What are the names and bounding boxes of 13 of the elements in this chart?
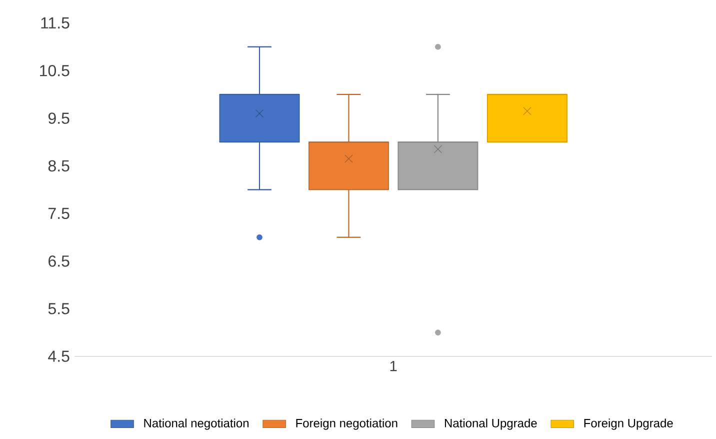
legend-label: National Upgrade xyxy=(444,418,537,430)
y-tick-label: 5.5 xyxy=(48,303,70,314)
legend-label: National negotiation xyxy=(144,418,249,430)
y-tick-label: 8.5 xyxy=(48,160,70,172)
legend-label: Foreign Upgrade xyxy=(584,418,673,430)
y-tick-label: 10.5 xyxy=(40,64,70,76)
legend-label: Foreign negotiation xyxy=(296,418,398,430)
y-tick-label: 7.5 xyxy=(48,208,70,220)
y-tick-label: 9.5 xyxy=(48,112,70,124)
y-tick-label: 4.5 xyxy=(48,350,70,362)
y-tick-label: 11.5 xyxy=(41,17,70,29)
y-tick-label: 6.5 xyxy=(48,255,70,267)
x-tick-label: 1 xyxy=(390,361,397,372)
